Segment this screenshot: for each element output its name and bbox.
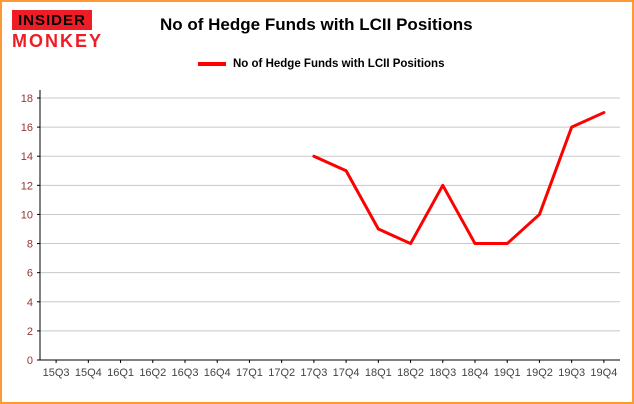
x-tick-label: 15Q4 bbox=[75, 367, 102, 379]
legend-line-swatch bbox=[198, 62, 226, 66]
x-tick-label: 19Q1 bbox=[494, 367, 521, 379]
legend-label: No of Hedge Funds with LCII Positions bbox=[233, 58, 445, 70]
chart-legend: No of Hedge Funds with LCII Positions bbox=[198, 58, 444, 70]
y-tick-label: 18 bbox=[21, 93, 33, 105]
logo-insider-text: INSIDER bbox=[12, 10, 92, 30]
insider-monkey-logo: INSIDER MONKEY bbox=[12, 10, 108, 50]
x-tick-label: 16Q3 bbox=[172, 367, 199, 379]
x-tick-label: 19Q4 bbox=[590, 367, 617, 379]
chart-title: No of Hedge Funds with LCII Positions bbox=[160, 15, 473, 34]
x-tick-label: 19Q3 bbox=[558, 367, 585, 379]
x-tick-label: 18Q2 bbox=[397, 367, 424, 379]
y-tick-label: 16 bbox=[21, 122, 33, 134]
y-tick-label: 14 bbox=[21, 151, 33, 163]
y-tick-label: 12 bbox=[21, 180, 33, 192]
y-tick-label: 6 bbox=[27, 268, 33, 280]
x-tick-label: 15Q3 bbox=[43, 367, 70, 379]
x-tick-label: 17Q3 bbox=[300, 367, 327, 379]
y-tick-label: 0 bbox=[27, 355, 33, 367]
x-tick-label: 17Q4 bbox=[333, 367, 360, 379]
y-tick-label: 2 bbox=[27, 326, 33, 338]
logo-monkey-text: MONKEY bbox=[12, 31, 104, 51]
line-chart: 0 2 4 6 8 10 12 14 16 18 15Q3 15Q4 16Q1 16Q2 16Q3 16Q4 1… bbox=[21, 90, 620, 379]
x-tick-label: 17Q1 bbox=[236, 367, 263, 379]
x-tick-label: 19Q2 bbox=[526, 367, 553, 379]
y-tick-label: 4 bbox=[27, 297, 33, 309]
y-tick-label: 8 bbox=[27, 239, 33, 251]
x-tick-label: 18Q4 bbox=[462, 367, 489, 379]
x-tick-label: 17Q2 bbox=[268, 367, 295, 379]
x-tick-label: 16Q4 bbox=[204, 367, 231, 379]
x-tick-label: 18Q1 bbox=[365, 367, 392, 379]
x-tick-label: 16Q2 bbox=[139, 367, 166, 379]
x-tick-label: 18Q3 bbox=[429, 367, 456, 379]
x-tick-label: 16Q1 bbox=[107, 367, 134, 379]
series-line bbox=[312, 111, 606, 246]
y-tick-label: 10 bbox=[21, 209, 33, 221]
